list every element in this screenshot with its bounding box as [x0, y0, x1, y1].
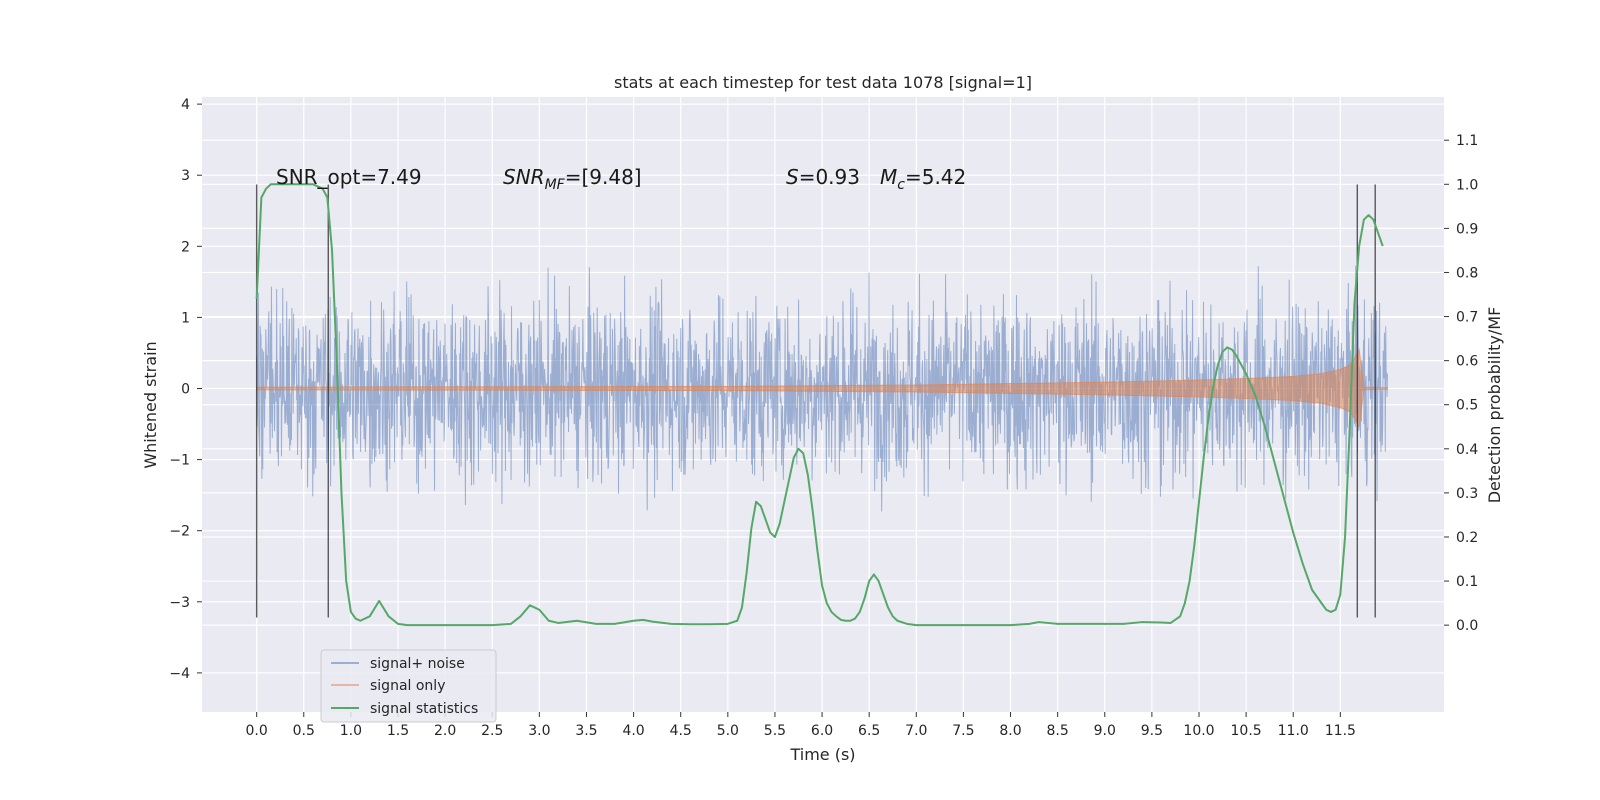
y2-tick-label: 1.0	[1456, 177, 1478, 193]
y2-tick-label: 0.1	[1456, 574, 1478, 590]
y2-axis-label: Detection probability/MF	[1485, 307, 1504, 504]
annotation-s: S=0.93	[786, 165, 860, 189]
x-tick-label: 1.5	[387, 723, 409, 739]
x-tick-label: 11.0	[1278, 723, 1309, 739]
signal-only-series	[256, 347, 1388, 430]
x-tick-label: 3.5	[575, 723, 597, 739]
chart-title: stats at each timestep for test data 107…	[614, 73, 1032, 92]
y2-tick-label: 1.1	[1456, 133, 1478, 149]
x-tick-label: 6.5	[858, 723, 880, 739]
y2-tick-label: 0.2	[1456, 530, 1478, 546]
y2-tick-label: 0.9	[1456, 221, 1478, 237]
annotation-s-rest: =0.93	[799, 165, 860, 189]
x-tick-label: 1.0	[340, 723, 362, 739]
x-tick-label: 9.0	[1094, 723, 1116, 739]
y-axis-ticks: −4 −3 −2 −1 0 1 2 3 4	[169, 97, 202, 682]
signal-noise-series	[256, 265, 1388, 512]
annotation-mc-rest: =5.42	[905, 165, 966, 189]
signal-only-fill	[256, 347, 1388, 430]
y-tick-label: −1	[169, 453, 190, 469]
y-tick-label: 1	[181, 310, 190, 326]
y2-tick-label: 0.8	[1456, 265, 1478, 281]
x-tick-label: 2.5	[481, 723, 503, 739]
x-tick-label: 3.0	[528, 723, 550, 739]
annotation-snr-mf: SNRMF=[9.48]	[503, 165, 642, 193]
y2-tick-label: 0.4	[1456, 442, 1478, 458]
annotation-mc-main: M	[880, 165, 897, 189]
legend-label-stats: signal statistics	[370, 701, 478, 717]
x-tick-label: 4.5	[670, 723, 692, 739]
annotation-snr-mf-sub: MF	[545, 177, 566, 193]
x-tick-label: 2.0	[434, 723, 456, 739]
y-tick-label: −4	[169, 666, 190, 682]
y2-tick-label: 0.7	[1456, 310, 1478, 326]
y-tick-label: −3	[169, 595, 190, 611]
x-tick-label: 0.5	[293, 723, 315, 739]
x-tick-label: 8.5	[1047, 723, 1069, 739]
statistics-line	[255, 183, 1384, 627]
x-tick-label: 4.0	[622, 723, 644, 739]
annotation-s-main: S	[786, 165, 799, 189]
y2-tick-label: 0.6	[1456, 354, 1478, 370]
x-tick-label: 11.5	[1325, 723, 1356, 739]
signal-statistics-series	[255, 183, 1384, 627]
y-tick-label: 2	[181, 239, 190, 255]
x-tick-label: 9.5	[1141, 723, 1163, 739]
y-tick-label: 3	[181, 168, 190, 184]
legend-label-signal: signal only	[370, 678, 445, 694]
x-tick-label: 10.5	[1231, 723, 1262, 739]
x-axis-label: Time (s)	[789, 745, 855, 764]
x-tick-label: 6.0	[811, 723, 833, 739]
legend-box	[320, 649, 497, 723]
noise-line	[256, 265, 1388, 512]
x-tick-label: 7.0	[905, 723, 927, 739]
legend-label-noise: signal+ noise	[370, 656, 465, 672]
x-tick-label: 5.5	[764, 723, 786, 739]
y-tick-label: 4	[181, 97, 190, 113]
y-axis-label: Whitened strain	[141, 341, 160, 468]
legend: signal+ noise signal only signal statist…	[320, 649, 497, 723]
y2-tick-label: 0.3	[1456, 486, 1478, 502]
vertical-markers	[255, 184, 1376, 618]
x-axis-ticks: 0.0 0.5 1.0 1.5 2.0 2.5 3.0 3.5 4.0 4.5 5.0 5.5 6.0 6…	[246, 712, 1356, 739]
y2-axis-ticks: 0.0 0.1 0.2 0.3 0.4 0.5 0.6 0.7 0.8 0.9 1.0 1.1	[1444, 133, 1478, 634]
x-tick-label: 0.0	[246, 723, 268, 739]
annotation-mc-sub: c	[897, 177, 905, 193]
x-tick-label: 10.0	[1183, 723, 1214, 739]
annotation-snr-opt: SNR_opt=7.49	[276, 165, 422, 189]
y-tick-label: −2	[169, 524, 190, 540]
annotation-mc: Mc=5.42	[880, 165, 966, 193]
x-tick-label: 8.0	[999, 723, 1021, 739]
annotation-snr-mf-rest: =[9.48]	[565, 165, 642, 189]
x-tick-label: 7.5	[952, 723, 974, 739]
y2-tick-label: 0.5	[1456, 398, 1478, 414]
annotation-snr-mf-main: SNR	[503, 165, 545, 189]
x-tick-label: 5.0	[717, 723, 739, 739]
y2-tick-label: 0.0	[1456, 618, 1478, 634]
y-tick-label: 0	[181, 382, 190, 398]
annotations: SNR_opt=7.49 SNRMF=[9.48] S=0.93 Mc=5.42	[276, 165, 966, 193]
